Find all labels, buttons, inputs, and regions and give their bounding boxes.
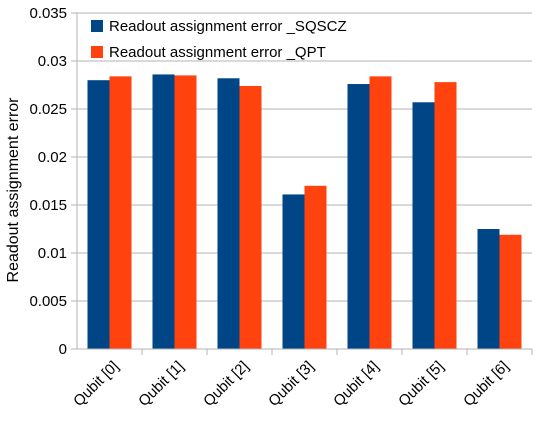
bar-qpt: [174, 75, 197, 350]
bars: [87, 74, 522, 350]
bar-sqscz: [477, 229, 500, 349]
x-tick-label: Qubit [5]: [395, 358, 447, 410]
y-tick-label: 0.01: [38, 245, 67, 262]
y-tick-label: 0.035: [29, 5, 67, 22]
bar-qpt: [239, 85, 262, 350]
y-axis-title: Readout assignment error: [5, 97, 22, 283]
bar-sqscz: [152, 74, 175, 349]
bar-qpt: [109, 76, 132, 350]
legend-label-qpt: Readout assignment error _QPT: [109, 44, 326, 61]
x-tick-label: Qubit [4]: [330, 358, 382, 410]
y-tick-label: 0.03: [38, 53, 67, 70]
y-tick-labels: 0 0.005 0.01 0.015 0.02 0.025 0.03 0.035: [29, 5, 67, 358]
y-tick-label: 0.025: [29, 101, 67, 118]
bar-sqscz: [412, 102, 435, 349]
x-tick-labels: Qubit [0] Qubit [1] Qubit [2] Qubit [3] Qubi…: [70, 358, 512, 410]
x-tick-label: Qubit [2]: [200, 358, 252, 410]
x-tick-label: Qubit [3]: [265, 358, 317, 410]
bar-sqscz: [282, 194, 305, 349]
x-tick-label: Qubit [0]: [70, 358, 122, 410]
bar-sqscz: [87, 80, 110, 349]
x-tick-label: Qubit [6]: [460, 358, 512, 410]
legend: Readout assignment error _SQSCZ Readout …: [91, 18, 347, 61]
bar-qpt: [304, 185, 327, 349]
bar-qpt: [434, 82, 457, 350]
y-tick-label: 0.005: [29, 293, 67, 310]
bar-sqscz: [347, 84, 370, 349]
legend-swatch-sqscz: [91, 20, 103, 32]
bar-qpt: [499, 234, 522, 349]
x-tick-label: Qubit [1]: [135, 358, 187, 410]
bar-qpt: [369, 76, 392, 350]
legend-swatch-qpt: [91, 46, 103, 58]
axes: [76, 13, 533, 355]
bar-sqscz: [217, 78, 240, 349]
y-tick-label: 0.02: [38, 149, 67, 166]
legend-label-sqscz: Readout assignment error _SQSCZ: [109, 18, 347, 35]
y-tick-label: 0: [59, 341, 67, 358]
y-tick-label: 0.015: [29, 197, 67, 214]
